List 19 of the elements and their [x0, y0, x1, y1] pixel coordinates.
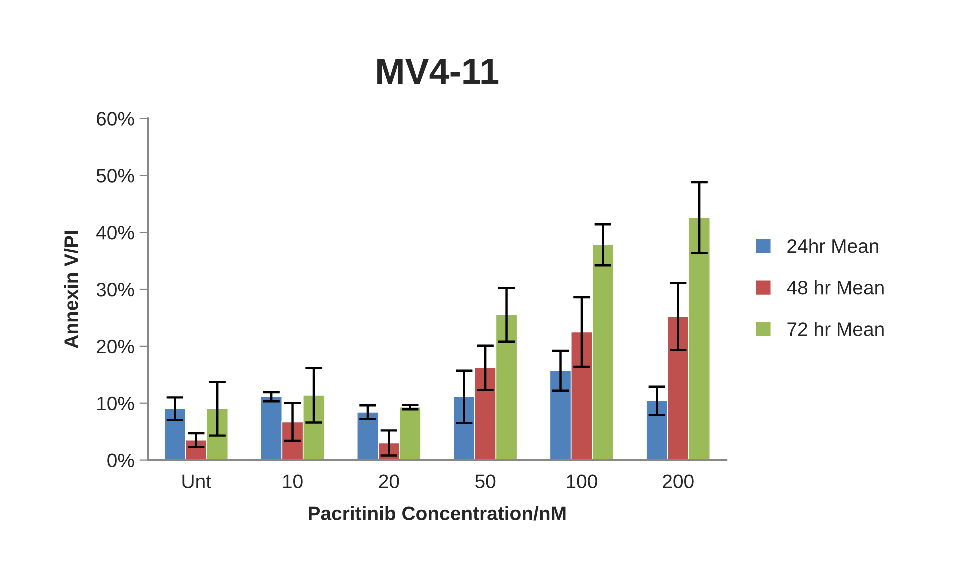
x-tick-label: 100	[567, 474, 598, 488]
chart-title: MV4-11	[378, 59, 499, 84]
y-tick-label: 10%	[98, 396, 134, 411]
x-axis-title: Pacritinib Concentration/nM	[309, 506, 566, 521]
x-tick-label: 20	[379, 474, 400, 488]
y-tick-label: 40%	[96, 226, 134, 240]
legend-label: 48 hr Mean	[787, 280, 884, 295]
y-tick-label: 20%	[97, 340, 134, 354]
x-tick-label: 10	[283, 474, 303, 488]
y-tick-label: 50%	[96, 169, 134, 183]
y-tick-label: 0%	[108, 454, 134, 468]
y-tick-label: 60%	[97, 112, 134, 126]
legend-label: 24hr Mean	[788, 238, 878, 254]
legend-label: 72 hr Mean	[788, 322, 884, 336]
y-tick-label: 30%	[96, 282, 134, 297]
x-tick-label: Unt	[182, 474, 212, 488]
x-tick-label: 50	[476, 474, 496, 488]
y-axis-title: Annexin V/PI	[64, 231, 79, 348]
x-tick-label: 200	[663, 474, 694, 488]
